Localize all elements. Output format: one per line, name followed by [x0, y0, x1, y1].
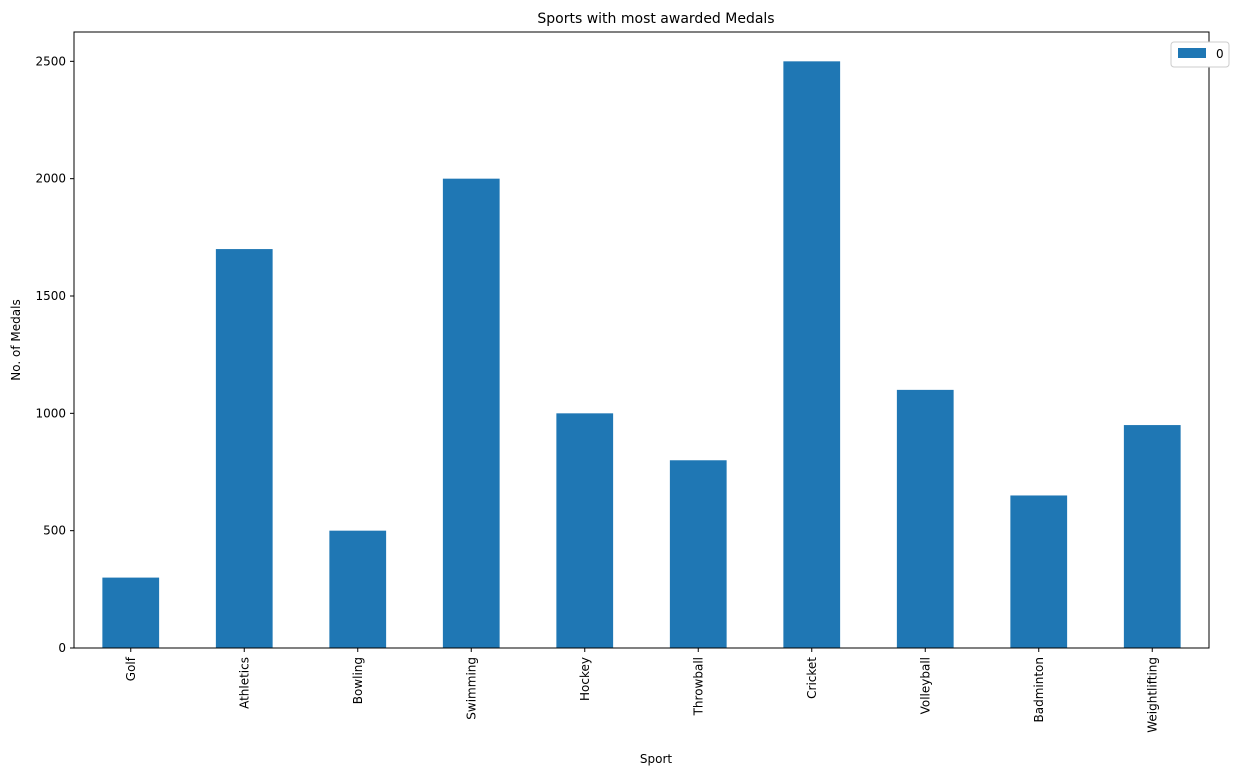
x-tick-label-athletics: Athletics — [237, 657, 251, 709]
bar-bowling — [329, 530, 387, 648]
legend-label: 0 — [1216, 47, 1224, 61]
bars-group — [102, 61, 1181, 649]
x-tick-label-golf: Golf — [124, 656, 138, 681]
y-tick-label: 2000 — [35, 172, 66, 186]
bar-cricket — [783, 61, 841, 649]
bar-athletics — [215, 249, 273, 649]
x-tick-label-hockey: Hockey — [578, 657, 592, 701]
x-tick-label-volleyball: Volleyball — [918, 657, 932, 714]
x-tick-label-cricket: Cricket — [805, 657, 819, 699]
y-tick-label: 0 — [58, 641, 66, 655]
plot-frame — [73, 31, 1210, 649]
x-axis: Golf Athletics Bowling Swimming Hockey Throwb… — [124, 648, 1159, 733]
y-axis-label: No. of Medals — [9, 299, 23, 380]
x-axis-label: Sport — [640, 752, 673, 766]
y-tick-label: 500 — [43, 524, 66, 538]
x-tick-label-bowling: Bowling — [351, 657, 365, 704]
bar-throwball — [669, 460, 727, 648]
y-tick-label: 1000 — [35, 406, 66, 420]
bar-badminton — [1010, 495, 1068, 648]
bar-volleyball — [896, 389, 954, 648]
x-tick-label-throwball: Throwball — [691, 657, 705, 716]
x-tick-label-weightlifting: Weightlifting — [1145, 657, 1159, 733]
bar-golf — [102, 577, 160, 648]
bar-swimming — [442, 178, 500, 648]
x-tick-label-badminton: Badminton — [1032, 657, 1046, 722]
bar-hockey — [556, 413, 614, 648]
chart-title: Sports with most awarded Medals — [537, 11, 774, 27]
y-axis: 0 500 1000 1500 2000 2500 — [35, 54, 74, 655]
y-tick-label: 2500 — [35, 54, 66, 68]
x-tick-label-swimming: Swimming — [464, 657, 478, 720]
legend: 0 — [1170, 41, 1230, 68]
legend-swatch — [1178, 48, 1206, 58]
bar-weightlifting — [1123, 425, 1181, 648]
y-tick-label: 1500 — [35, 289, 66, 303]
